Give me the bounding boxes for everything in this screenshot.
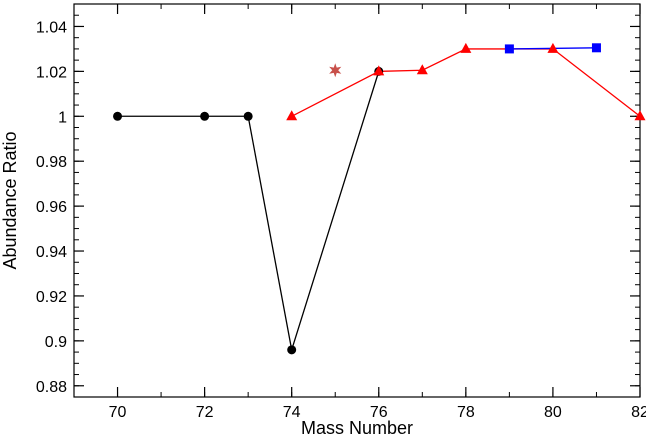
x-tick-label: 78 xyxy=(457,404,475,421)
x-axis-title: Mass Number xyxy=(301,418,413,438)
data-point-triangle xyxy=(634,110,646,121)
data-point-star xyxy=(329,63,342,78)
y-tick-label: 0.98 xyxy=(36,154,67,171)
x-tick-label: 80 xyxy=(544,404,562,421)
x-tick-label: 82 xyxy=(631,404,646,421)
data-point-circle xyxy=(113,111,123,121)
data-point-circle xyxy=(200,111,210,121)
series-line-triangle xyxy=(291,48,641,117)
data-point-triangle xyxy=(286,110,298,121)
y-tick-label: 0.92 xyxy=(36,289,67,306)
data-point-square xyxy=(591,43,601,53)
x-tick-label: 74 xyxy=(283,404,301,421)
y-tick-label: 0.96 xyxy=(36,199,67,216)
x-tick-label: 76 xyxy=(370,404,388,421)
y-tick-label: 0.88 xyxy=(36,379,67,396)
x-tick-label: 70 xyxy=(109,404,127,421)
y-axis-title: Abundance Ratio xyxy=(0,131,20,269)
data-point-triangle xyxy=(416,64,428,75)
data-point-circle xyxy=(243,111,253,121)
y-tick-label: 0.9 xyxy=(45,334,67,351)
y-tick-label: 1 xyxy=(58,109,67,126)
data-point-square xyxy=(504,44,514,54)
y-tick-label: 0.94 xyxy=(36,244,67,261)
data-point-triangle xyxy=(373,65,385,76)
x-tick-label: 72 xyxy=(196,404,214,421)
plot-area: 70 72 74 76 78 80 82 0.88 0.9 0.92 0.94 0.96 0.98 1 1.… xyxy=(36,3,646,421)
y-tick-label: 1.02 xyxy=(36,64,67,81)
data-point-circle xyxy=(287,345,297,355)
y-tick-label: 1.04 xyxy=(36,19,67,36)
data-point-triangle xyxy=(460,42,472,53)
data-point-triangle xyxy=(547,42,559,53)
plot-frame xyxy=(73,3,641,398)
